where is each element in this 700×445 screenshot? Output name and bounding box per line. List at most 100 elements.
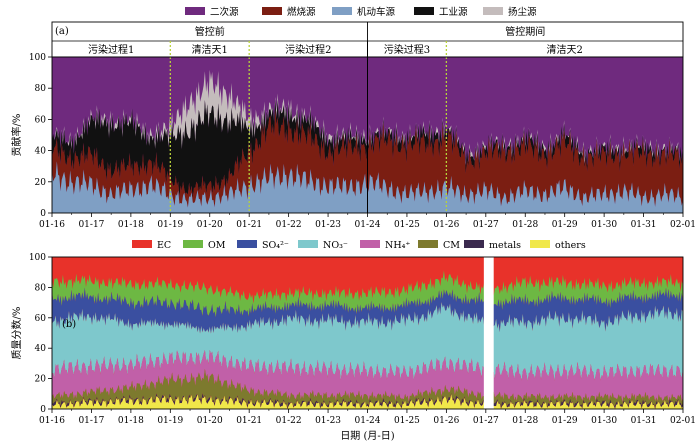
series-OM-area [52, 270, 683, 318]
legend-b-OM-swatch [183, 240, 203, 248]
legend-a-机动车源-swatch [332, 7, 352, 15]
b-xtick-label: 01-27 [473, 416, 499, 426]
legend-a-燃烧源-label: 燃烧源 [287, 6, 316, 18]
panel-a-label: (a) [55, 26, 69, 37]
b-xtick-label: 01-18 [118, 416, 144, 426]
b-xtick-label: 01-30 [591, 416, 617, 426]
legend-b-CM-swatch [418, 240, 438, 248]
b-xtick-label: 01-24 [355, 416, 381, 426]
legend-a-扬尘源-label: 扬尘源 [508, 6, 537, 18]
a-xtick-label: 01-27 [473, 220, 499, 230]
a-xtick-label: 01-26 [433, 220, 459, 230]
a-xtick-label: 01-23 [315, 220, 341, 230]
b-axes: 0 20 40 60 80 100 01-16 01-17 01-18 01-19 01-20 01-… [29, 253, 696, 426]
b-xtick-label: 01-31 [631, 416, 657, 426]
legend-b-CM-label: CM [443, 240, 460, 251]
period-label: 管控期间 [505, 25, 545, 38]
a-ytick-label: 20 [35, 178, 47, 188]
legend-a-燃烧源-swatch [262, 7, 282, 15]
legend-a: 二次源 燃烧源 机动车源 工业源 扬尘源 [185, 6, 537, 18]
b-xtick-label: 01-21 [236, 416, 262, 426]
legend-b-NO₃⁻-label: NO₃⁻ [323, 240, 348, 251]
legend-b-NO₃⁻-swatch [298, 240, 318, 248]
episode-label: 污染过程3 [384, 43, 430, 56]
a-ytick-label: 60 [35, 115, 47, 125]
b-ytick-label: 20 [35, 375, 47, 385]
legend-a-扬尘源-swatch [483, 7, 503, 15]
a-xtick-label: 01-20 [197, 220, 223, 230]
data-gap [483, 256, 494, 409]
b-xtick-label: 01-16 [39, 416, 65, 426]
legend-a-机动车源-label: 机动车源 [357, 6, 396, 18]
a-xtick-label: 01-22 [276, 220, 302, 230]
b-ytick-label: 80 [35, 283, 47, 293]
panel-b-stacks [52, 256, 683, 409]
b-xtick-label: 01-28 [512, 416, 538, 426]
b-ytick-label: 40 [35, 344, 47, 354]
b-ytick-label: 0 [40, 405, 46, 415]
a-ytick-label: 100 [29, 53, 46, 63]
a-xtick-label: 01-18 [118, 220, 144, 230]
episode-label: 清洁天1 [192, 43, 228, 56]
legend-b-others-label: others [555, 240, 586, 251]
series-metals-area [52, 393, 683, 409]
b-ytick-label: 60 [35, 314, 47, 324]
episode-label: 污染过程2 [285, 43, 331, 56]
legend-b-others-swatch [530, 240, 550, 248]
legend-a-工业源-swatch [414, 7, 434, 15]
legend-b-OM-label: OM [208, 240, 226, 251]
a-ytick-label: 40 [35, 147, 47, 157]
legend-b-metals-label: metals [489, 240, 521, 251]
a-xtick-label: 01-19 [157, 220, 183, 230]
legend-b-EC-swatch [132, 240, 152, 248]
series-工业源-area [52, 99, 683, 199]
legend-a-二次源-swatch [185, 7, 205, 15]
panel-b-label: (b) [62, 319, 76, 330]
a-ytick-label: 0 [40, 209, 46, 219]
series-others-area [52, 394, 683, 409]
a-xtick-label: 01-29 [552, 220, 578, 230]
legend-b-SO₄²⁻-swatch [237, 240, 257, 248]
legend-b-EC-label: EC [157, 240, 171, 251]
a-xtick-label: 01-28 [512, 220, 538, 230]
series-NO₃⁻-area [52, 302, 683, 382]
a-xtick-label: 02-01 [670, 220, 696, 230]
a-xtick-label: 01-21 [236, 220, 262, 230]
legend-a-工业源-label: 工业源 [439, 7, 468, 18]
period-label: 管控前 [195, 25, 225, 38]
b-xtick-label: 01-23 [315, 416, 341, 426]
legend-a-二次源-label: 二次源 [210, 6, 239, 18]
b-xtick-label: 01-17 [78, 416, 104, 426]
b-xtick-label: 01-19 [157, 416, 183, 426]
a-ytick-label: 80 [35, 84, 47, 94]
b-xtick-label: 01-25 [394, 416, 420, 426]
a-xtick-label: 01-25 [394, 220, 420, 230]
panel-b-xlabel: 日期 (月-日) [340, 430, 394, 442]
legend-b-NH₄⁺-swatch [360, 240, 380, 248]
panel-a-ylabel: 贡献率/% [10, 114, 23, 157]
b-ytick-label: 100 [29, 253, 46, 263]
b-xtick-label: 02-01 [670, 416, 696, 426]
episode-separators [169, 41, 448, 213]
series-SO₄²⁻-area [52, 287, 683, 334]
a-xtick-label: 01-24 [355, 220, 381, 230]
a-xtick-label: 01-31 [631, 220, 657, 230]
b-xtick-label: 01-22 [276, 416, 302, 426]
legend-b-SO₄²⁻-label: SO₄²⁻ [262, 240, 289, 251]
a-xtick-label: 01-16 [39, 220, 65, 230]
episode-label: 污染过程1 [88, 43, 134, 56]
b-xtick-label: 01-20 [197, 416, 223, 426]
b-xtick-label: 01-26 [433, 416, 459, 426]
legend-b: EC OM SO₄²⁻ NO₃⁻ NH₄⁺ CM metals others [132, 240, 586, 251]
a-axes: 0 20 40 60 80 100 01-16 01-17 01-18 01-19 01-20 01-… [29, 53, 696, 230]
a-xtick-label: 01-17 [78, 220, 104, 230]
episode-label: 清洁天2 [547, 43, 583, 56]
legend-b-NH₄⁺-label: NH₄⁺ [385, 240, 410, 251]
series-扬尘源-area [52, 69, 683, 166]
panel-b-ylabel: 质量分数/% [10, 307, 23, 360]
a-xtick-label: 01-30 [591, 220, 617, 230]
legend-b-metals-swatch [464, 240, 484, 248]
series-NH₄⁺-area [52, 349, 683, 403]
